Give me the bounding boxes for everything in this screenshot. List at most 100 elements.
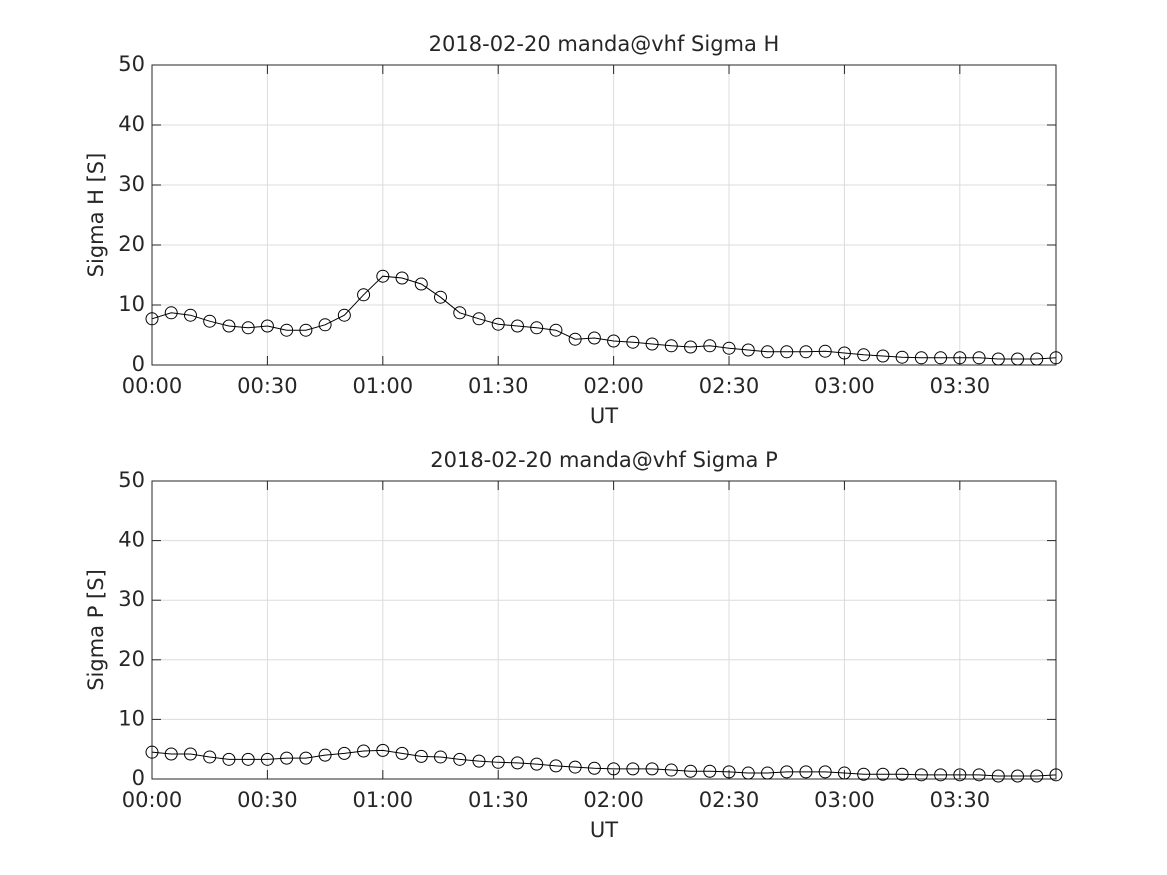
data-point	[222, 752, 236, 766]
plot-frame	[151, 480, 1057, 780]
x-tick-label: 00:00	[122, 788, 183, 812]
data-line	[151, 749, 1057, 777]
data-point	[991, 769, 1005, 783]
data-point	[530, 321, 544, 335]
x-tick-label: 00:30	[237, 374, 298, 398]
x-tick-label: 01:30	[468, 788, 529, 812]
data-point	[337, 746, 351, 760]
data-point	[395, 746, 409, 760]
y-tick-label: 20	[118, 647, 145, 671]
data-point	[241, 752, 255, 766]
y-tick-label: 20	[118, 232, 145, 256]
data-point	[472, 754, 486, 768]
data-point	[703, 764, 717, 778]
data-point	[818, 344, 832, 358]
data-point	[414, 277, 428, 291]
x-tick-label: 03:30	[930, 374, 991, 398]
data-point	[760, 345, 774, 359]
data-point	[357, 288, 371, 302]
data-point	[222, 319, 236, 333]
data-point	[145, 745, 159, 759]
data-point	[722, 765, 736, 779]
data-point	[414, 749, 428, 763]
data-point	[434, 290, 448, 304]
data-point	[491, 317, 505, 331]
data-point	[318, 318, 332, 332]
data-point	[934, 768, 948, 782]
y-tick-label: 50	[118, 52, 145, 76]
data-point	[549, 759, 563, 773]
x-tick-label: 03:00	[814, 374, 875, 398]
data-point	[972, 351, 986, 365]
chart-title: 2018-02-20 manda@vhf Sigma H	[429, 32, 780, 56]
data-point	[895, 350, 909, 364]
x-tick-label: 02:30	[699, 788, 760, 812]
data-point	[280, 751, 294, 765]
data-point	[934, 351, 948, 365]
data-point	[857, 348, 871, 362]
data-point	[357, 744, 371, 758]
x-tick-label: 01:00	[353, 788, 414, 812]
data-point	[664, 339, 678, 353]
data-point	[953, 351, 967, 365]
data-point	[510, 756, 524, 770]
chart-title: 2018-02-20 manda@vhf Sigma P	[430, 448, 778, 472]
data-line	[151, 275, 1057, 360]
data-point	[241, 321, 255, 335]
x-tick-label: 00:30	[237, 788, 298, 812]
y-tick-label: 40	[118, 528, 145, 552]
data-point	[183, 308, 197, 322]
data-point	[299, 323, 313, 337]
data-point	[260, 319, 274, 333]
data-point	[780, 765, 794, 779]
data-point	[837, 766, 851, 780]
data-point	[722, 341, 736, 355]
data-point	[684, 764, 698, 778]
y-tick-label: 0	[132, 352, 145, 376]
data-point	[203, 314, 217, 328]
x-tick-label: 03:30	[930, 788, 991, 812]
y-tick-label: 0	[132, 766, 145, 790]
data-point	[645, 337, 659, 351]
y-tick-label: 40	[118, 112, 145, 136]
data-point	[780, 345, 794, 359]
y-tick-label: 10	[118, 706, 145, 730]
data-point	[1030, 769, 1044, 783]
data-point	[876, 767, 890, 781]
data-point	[895, 767, 909, 781]
data-point	[183, 747, 197, 761]
chart-panel: 00:00 00:30 01:00 01:30 02:00 02:30 03:00 03:30…	[84, 32, 1063, 428]
data-point	[395, 271, 409, 285]
data-point	[972, 768, 986, 782]
data-point	[876, 349, 890, 363]
data-point	[645, 762, 659, 776]
data-point	[491, 755, 505, 769]
y-axis-label: Sigma H [S]	[84, 153, 108, 278]
chart-panel: 00:00 00:30 01:00 01:30 02:00 02:30 03:00 03:30…	[84, 448, 1063, 842]
data-point	[472, 312, 486, 326]
x-axis-label: UT	[590, 818, 618, 842]
data-point	[760, 766, 774, 780]
x-tick-label: 02:30	[699, 374, 760, 398]
data-point	[337, 308, 351, 322]
data-point	[203, 750, 217, 764]
data-point	[145, 312, 159, 326]
data-point	[818, 765, 832, 779]
x-tick-label: 01:30	[468, 374, 529, 398]
data-point	[510, 319, 524, 333]
data-point	[626, 762, 640, 776]
x-tick-label: 01:00	[353, 374, 414, 398]
x-tick-label: 02:00	[583, 788, 644, 812]
data-point	[1011, 769, 1025, 783]
data-point	[164, 747, 178, 761]
y-tick-label: 30	[118, 587, 145, 611]
y-tick-label: 50	[118, 468, 145, 492]
y-axis-label: Sigma P [S]	[84, 569, 108, 691]
x-axis-label: UT	[590, 404, 618, 428]
data-point	[607, 762, 621, 776]
data-point	[549, 323, 563, 337]
x-tick-label: 02:00	[583, 374, 644, 398]
y-tick-label: 30	[118, 172, 145, 196]
data-point	[568, 760, 582, 774]
